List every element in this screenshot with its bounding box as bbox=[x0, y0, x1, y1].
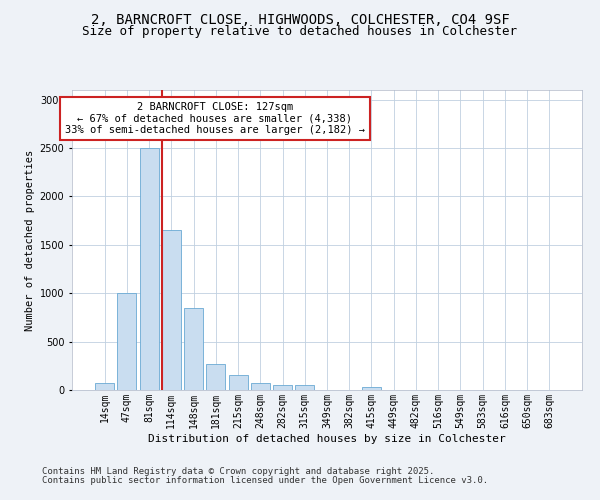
Bar bbox=[251, 383, 270, 390]
Bar bbox=[273, 384, 292, 390]
Bar bbox=[140, 148, 158, 390]
Bar bbox=[295, 384, 314, 390]
Bar bbox=[206, 364, 225, 390]
Bar bbox=[95, 383, 114, 390]
Text: Contains public sector information licensed under the Open Government Licence v3: Contains public sector information licen… bbox=[42, 476, 488, 485]
Bar bbox=[362, 387, 381, 390]
Bar bbox=[184, 308, 203, 390]
Text: Size of property relative to detached houses in Colchester: Size of property relative to detached ho… bbox=[83, 25, 517, 38]
Text: Contains HM Land Registry data © Crown copyright and database right 2025.: Contains HM Land Registry data © Crown c… bbox=[42, 467, 434, 476]
Bar bbox=[162, 230, 181, 390]
Bar bbox=[118, 293, 136, 390]
Bar bbox=[229, 375, 248, 390]
Text: 2 BARNCROFT CLOSE: 127sqm
← 67% of detached houses are smaller (4,338)
33% of se: 2 BARNCROFT CLOSE: 127sqm ← 67% of detac… bbox=[65, 102, 365, 135]
Y-axis label: Number of detached properties: Number of detached properties bbox=[25, 150, 35, 330]
Text: 2, BARNCROFT CLOSE, HIGHWOODS, COLCHESTER, CO4 9SF: 2, BARNCROFT CLOSE, HIGHWOODS, COLCHESTE… bbox=[91, 12, 509, 26]
X-axis label: Distribution of detached houses by size in Colchester: Distribution of detached houses by size … bbox=[148, 434, 506, 444]
